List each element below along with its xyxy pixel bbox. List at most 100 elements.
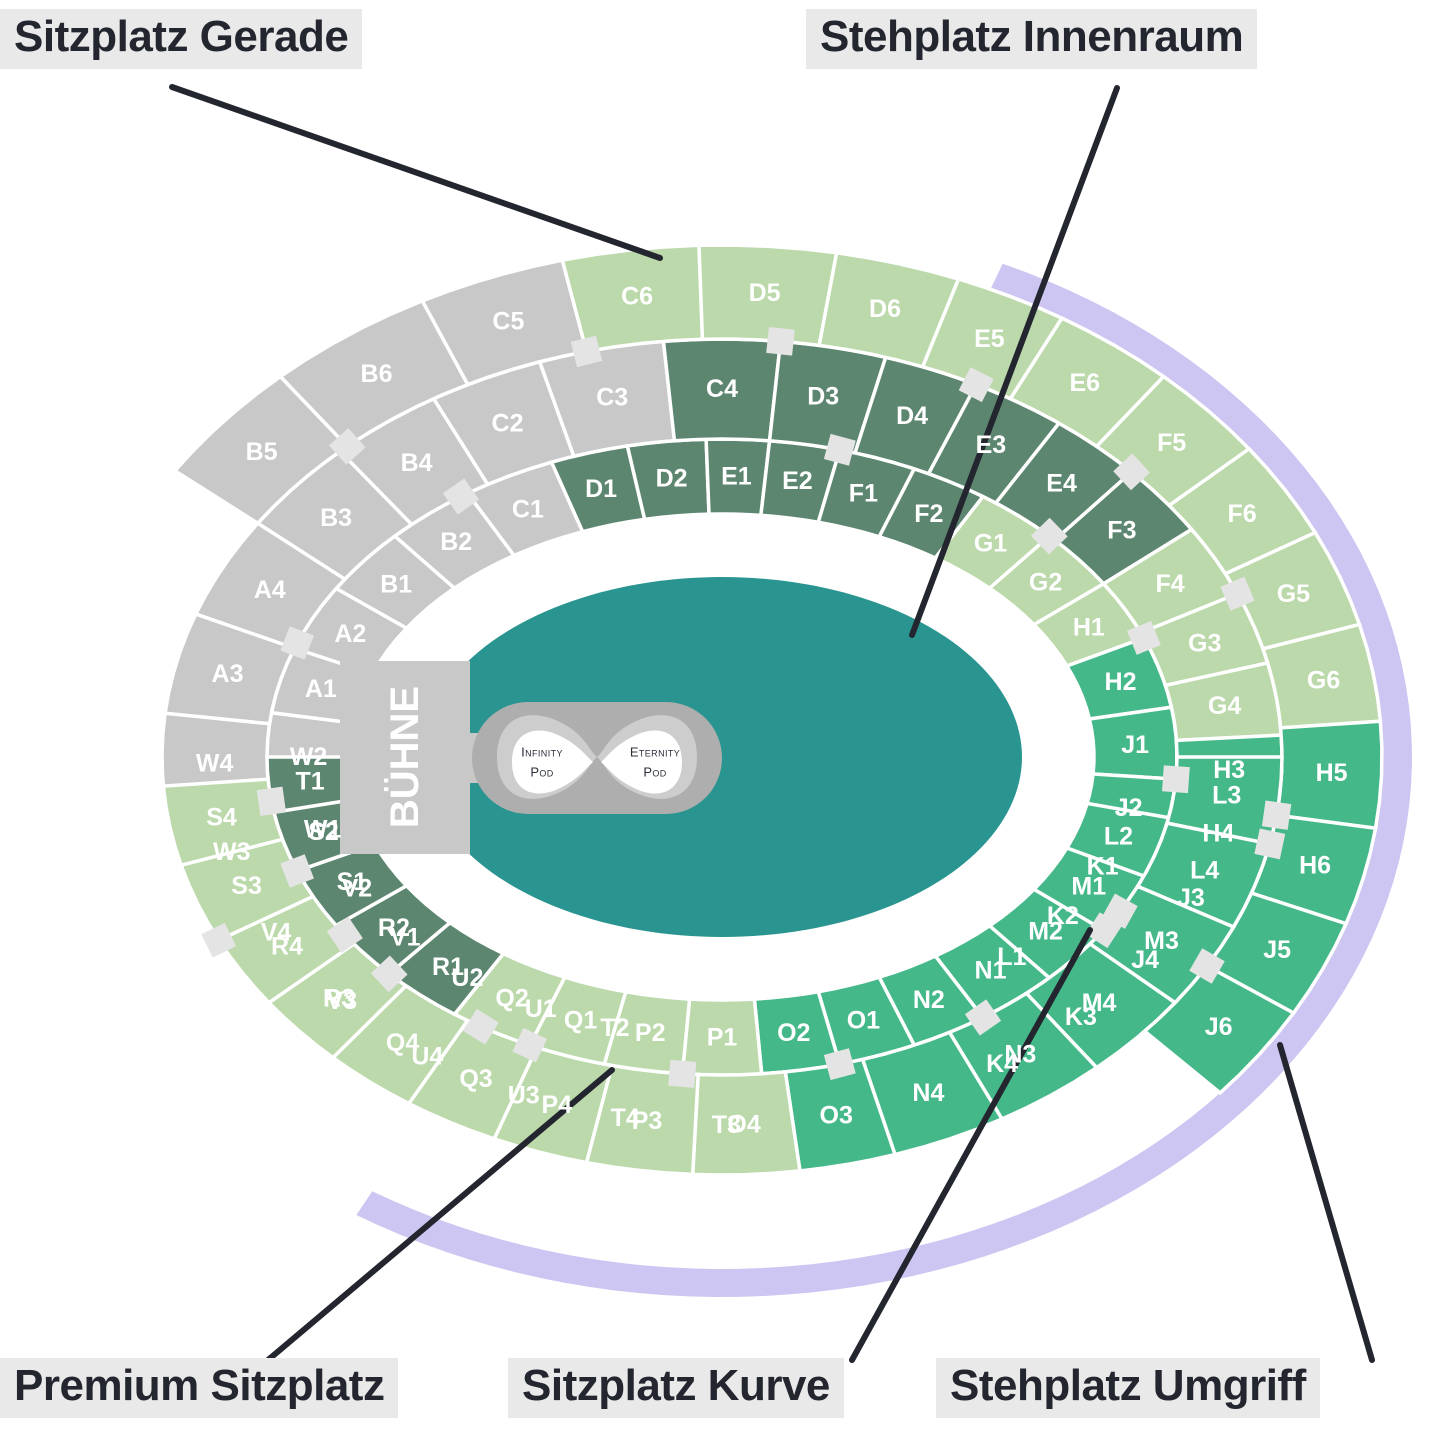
- leader-sitzplatz-kurve: [849, 927, 1093, 1363]
- section-label-M1: M1: [1071, 873, 1106, 901]
- section-label-H5: H5: [1316, 759, 1348, 787]
- section-label-W2: W2: [290, 743, 328, 771]
- section-label-V1: V1: [390, 923, 421, 951]
- section-label-G5: G5: [1277, 580, 1310, 608]
- section-label-F3: F3: [1107, 516, 1136, 544]
- section-label-P4: P4: [542, 1091, 573, 1119]
- section-label-D1: D1: [585, 475, 617, 503]
- entrance-marker: [823, 1048, 856, 1081]
- section-label-W4: W4: [196, 749, 234, 777]
- section-label-O4: O4: [727, 1111, 760, 1139]
- section-label-T1: T1: [296, 767, 325, 795]
- entrance-marker: [370, 955, 408, 993]
- section-label-R3: R3: [323, 984, 355, 1012]
- section-label-M4: M4: [1082, 989, 1117, 1017]
- entrance-marker: [1085, 912, 1122, 949]
- infinity-pod-line2: Pod: [530, 765, 553, 780]
- sector-layer[interactable]: [160, 243, 1384, 1177]
- callout-sitzplatz-kurve[interactable]: Sitzplatz Kurve: [508, 1358, 844, 1418]
- section-label-T2: T2: [600, 1014, 629, 1042]
- section-label-R1: R1: [432, 953, 464, 981]
- section-label-V2: V2: [342, 875, 373, 903]
- section-label-D3: D3: [807, 382, 839, 410]
- entrance-marker-layer: [201, 327, 1292, 1088]
- callout-sitzplatz-gerade[interactable]: Sitzplatz Gerade: [0, 9, 363, 69]
- leader-sitzplatz-gerade: [169, 84, 663, 261]
- section-label-U4: U4: [411, 1043, 443, 1071]
- section-label-A4: A4: [254, 576, 286, 604]
- section-label-N3: N3: [1004, 1041, 1036, 1069]
- section-label-O3: O3: [820, 1102, 853, 1130]
- entrance-marker: [462, 1008, 499, 1045]
- section-label-S2: S2: [308, 818, 339, 846]
- section-label-C3: C3: [596, 384, 628, 412]
- entrance-marker: [766, 327, 795, 356]
- section-label-A3: A3: [212, 660, 244, 688]
- entrance-marker: [280, 626, 314, 660]
- section-label-V4: V4: [261, 919, 292, 947]
- section-label-A2: A2: [334, 620, 366, 648]
- pod-group[interactable]: Infinity Pod Eternity Pod: [472, 702, 722, 814]
- section-label-L4: L4: [1190, 857, 1219, 885]
- section-label-O1: O1: [847, 1007, 880, 1035]
- entrance-marker: [823, 433, 856, 466]
- callout-stehplatz-innenraum[interactable]: Stehplatz Innenraum: [806, 9, 1258, 69]
- section-label-R2: R2: [378, 914, 410, 942]
- section-label-G6: G6: [1307, 666, 1340, 694]
- entrance-marker: [1126, 620, 1161, 655]
- section-label-S4: S4: [206, 804, 237, 832]
- section-label-Q3: Q3: [459, 1065, 492, 1093]
- section-label-G3: G3: [1188, 629, 1221, 657]
- section-label-E4: E4: [1046, 470, 1077, 498]
- section-label-F5: F5: [1157, 429, 1186, 457]
- section-label-F1: F1: [849, 479, 878, 507]
- section-label-G4: G4: [1208, 692, 1241, 720]
- entrance-marker: [1030, 517, 1068, 555]
- section-label-H3: H3: [1213, 756, 1245, 784]
- field-area: [422, 577, 1022, 937]
- entrance-marker: [1220, 576, 1255, 611]
- section-label-B1: B1: [380, 570, 412, 598]
- infinity-pod-shape[interactable]: [512, 730, 593, 794]
- callout-premium-sitzplatz[interactable]: Premium Sitzplatz: [0, 1358, 399, 1418]
- section-label-U1: U1: [525, 995, 557, 1023]
- section-label-R4: R4: [271, 933, 303, 961]
- stage-block: BÜHNE: [340, 661, 522, 854]
- section-label-P3: P3: [632, 1107, 663, 1135]
- callout-stehplatz-umgriff[interactable]: Stehplatz Umgriff: [936, 1358, 1320, 1418]
- section-label-G2: G2: [1029, 568, 1062, 596]
- section-label-B2: B2: [440, 528, 472, 556]
- section-label-Q4: Q4: [386, 1029, 419, 1057]
- section-label-W3: W3: [213, 838, 251, 866]
- entrance-marker: [668, 1059, 697, 1088]
- callout-stehplatz-umgriff-label: Stehplatz Umgriff: [950, 1361, 1306, 1410]
- eternity-pod-shape[interactable]: [601, 730, 682, 794]
- section-label-D6: D6: [869, 295, 901, 323]
- leader-stehplatz-innenraum: [909, 85, 1120, 638]
- section-label-T4: T4: [611, 1104, 640, 1132]
- section-label-F6: F6: [1228, 500, 1257, 528]
- entrance-marker: [964, 999, 1002, 1036]
- section-label-A1: A1: [305, 675, 337, 703]
- section-label-M3: M3: [1144, 927, 1179, 955]
- entrance-marker: [442, 478, 480, 515]
- section-label-J3: J3: [1177, 884, 1205, 912]
- section-label-J5: J5: [1263, 936, 1291, 964]
- eternity-pod-line1: Eternity: [630, 745, 680, 760]
- section-label-D4: D4: [896, 402, 928, 430]
- section-label-C5: C5: [492, 307, 524, 335]
- section-label-P1: P1: [707, 1024, 738, 1052]
- section-label-U2: U2: [451, 964, 483, 992]
- section-label-C1: C1: [512, 495, 544, 523]
- section-label-E2: E2: [782, 467, 813, 495]
- section-label-C2: C2: [492, 410, 524, 438]
- callout-sitzplatz-kurve-label: Sitzplatz Kurve: [522, 1361, 830, 1410]
- section-label-G1: G1: [974, 530, 1007, 558]
- section-label-F2: F2: [914, 500, 943, 528]
- section-label-N1: N1: [975, 956, 1007, 984]
- callout-stehplatz-innenraum-label: Stehplatz Innenraum: [820, 12, 1244, 61]
- section-label-D5: D5: [749, 279, 781, 307]
- section-label-B5: B5: [246, 438, 278, 466]
